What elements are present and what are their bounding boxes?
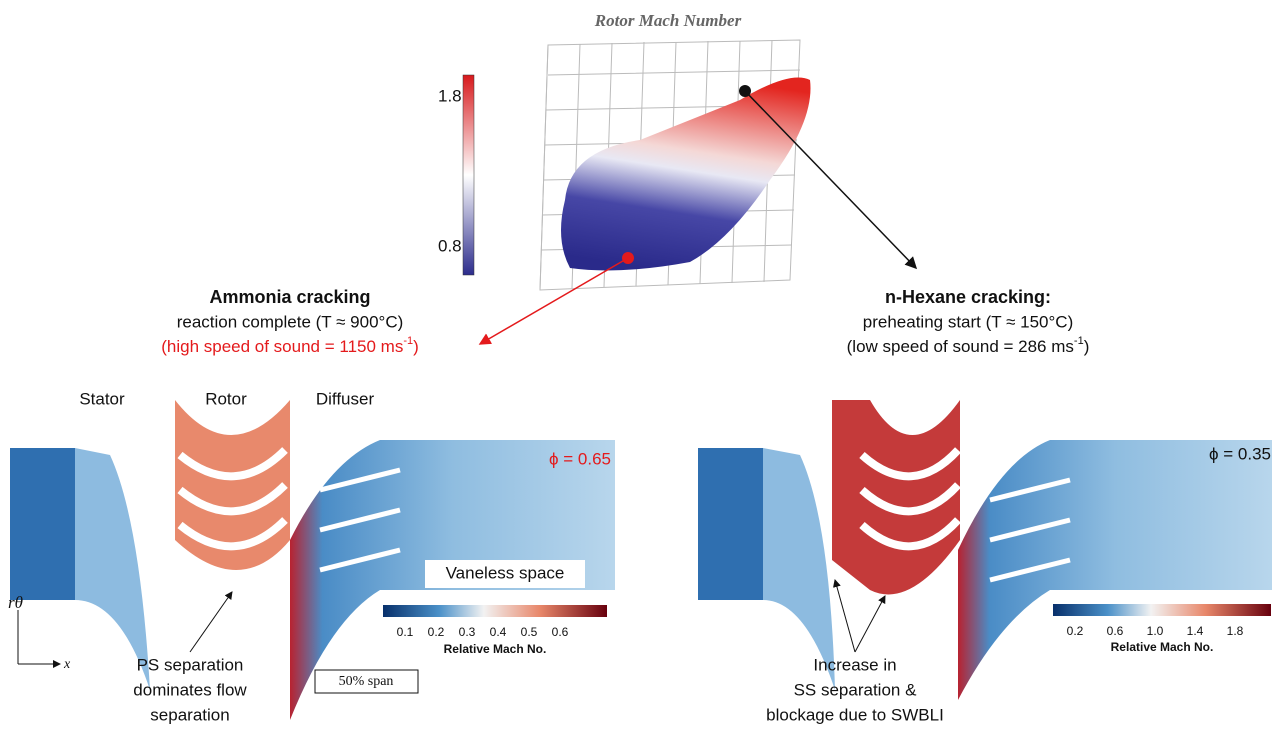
tick-group: 0.1 0.2 0.3 0.4 0.5 0.6 [397, 625, 569, 639]
note-heading: Ammonia cracking [209, 287, 370, 307]
axis-label: rθ [8, 593, 23, 612]
arrow [835, 580, 855, 652]
annotation: blockage due to SWBLI [766, 705, 944, 724]
tick-group: 0.2 0.6 1.0 1.4 1.8 [1067, 624, 1244, 638]
title: Rotor Mach Number [594, 11, 742, 30]
section-label: Rotor [205, 389, 247, 408]
span-label: 50% span [339, 674, 394, 689]
note-text: ) [1084, 337, 1090, 356]
colorbar-tick: 0.5 [521, 625, 538, 639]
region-label: Vaneless space [446, 563, 565, 582]
note-line: reaction complete (T ≈ 900°C) [177, 312, 404, 331]
annotation: SS separation & [794, 680, 918, 699]
colorbar-tick: 0.6 [1107, 624, 1124, 638]
arrow [480, 258, 628, 344]
section-label: Diffuser [316, 389, 375, 408]
annotation: dominates flow [133, 680, 247, 699]
axis-label: x [63, 657, 71, 672]
colorbar-tick: 0.3 [459, 625, 476, 639]
note-sup: -1 [1074, 335, 1084, 347]
colorbar-tick: 0.1 [397, 625, 414, 639]
figure: Rotor Mach Number 1.8 0.8 Ammonia cracki… [0, 0, 1272, 742]
annotation: PS separation [137, 655, 244, 674]
note-line: (high speed of sound = 1150 ms-1) [161, 335, 419, 357]
colorbar [383, 605, 607, 617]
arrow [855, 596, 885, 652]
colorbar-tick: 0.6 [552, 625, 569, 639]
note-line: (low speed of sound = 286 ms-1) [847, 335, 1090, 357]
arrow [745, 91, 916, 268]
colorbar-tick: 1.4 [1187, 624, 1204, 638]
phi-label: ϕ = 0.35 [1209, 444, 1271, 463]
scatter-colorbar [463, 75, 474, 275]
colorbar-tick: 1.8 [1227, 624, 1244, 638]
colorbar [1053, 604, 1271, 616]
colorbar-tick: 0.4 [490, 625, 507, 639]
section-label: Stator [79, 389, 125, 408]
colorbar-label: Relative Mach No. [444, 642, 547, 656]
colorbar-tick: 0.2 [1067, 624, 1084, 638]
note-text: (low speed of sound = 286 ms [847, 337, 1074, 356]
point-cloud [561, 78, 811, 271]
colorbar-tick: 1.0 [1147, 624, 1164, 638]
note-text: (high speed of sound = 1150 ms [161, 337, 403, 356]
colorbar-label: Relative Mach No. [1111, 640, 1214, 654]
note-heading: n-Hexane cracking: [885, 287, 1051, 307]
note-line: preheating start (T ≈ 150°C) [863, 312, 1073, 331]
note-sup: -1 [403, 335, 413, 347]
note-text: ) [413, 337, 419, 356]
colorbar-tick: 1.8 [438, 86, 462, 105]
annotation: separation [150, 705, 229, 724]
arrow [190, 592, 232, 652]
phi-label: ϕ = 0.65 [549, 449, 611, 468]
flow-field [698, 400, 1272, 700]
colorbar-tick: 0.8 [438, 236, 462, 255]
annotation: Increase in [813, 655, 896, 674]
colorbar-tick: 0.2 [428, 625, 445, 639]
